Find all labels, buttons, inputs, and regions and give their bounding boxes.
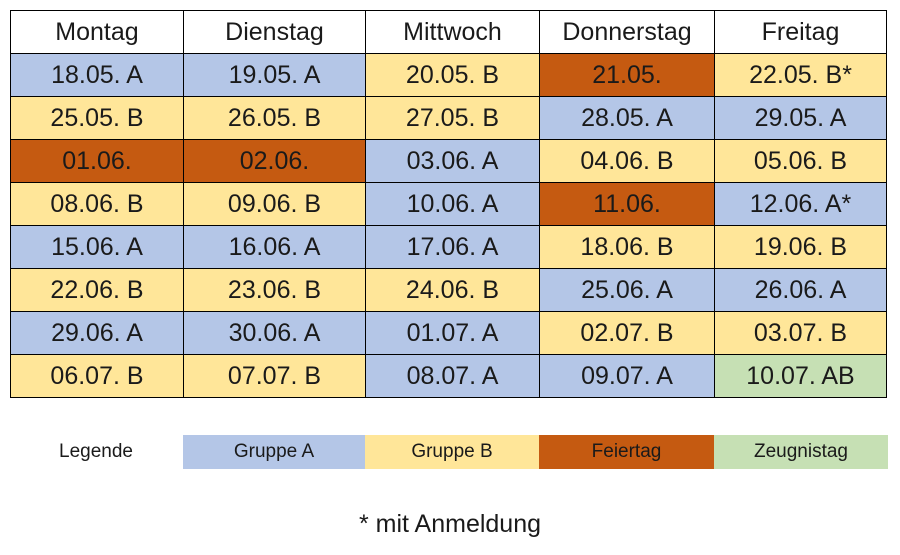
day-cell: 01.06.	[10, 139, 184, 183]
table-row: 06.07. B 07.07. B 08.07. A 09.07. A 10.07. A…	[10, 354, 887, 398]
day-cell: 21.05.	[539, 53, 715, 97]
day-cell: 25.06. A	[539, 268, 715, 312]
day-cell: 19.06. B	[714, 225, 887, 269]
day-cell: 30.06. A	[183, 311, 366, 355]
day-cell: 02.06.	[183, 139, 366, 183]
weekday-header-donnerstag: Donnerstag	[539, 10, 715, 54]
table-row: 29.06. A 30.06. A 01.07. A 02.07. B 03.07. B	[10, 311, 887, 355]
day-cell: 02.07. B	[539, 311, 715, 355]
day-cell: 22.06. B	[10, 268, 184, 312]
day-cell: 26.05. B	[183, 96, 366, 140]
weekday-header-dienstag: Dienstag	[183, 10, 366, 54]
table-row: 25.05. B 26.05. B 27.05. B 28.05. A 29.05. A	[10, 96, 887, 140]
day-cell: 18.06. B	[539, 225, 715, 269]
day-cell: 06.07. B	[10, 354, 184, 398]
weekday-header-mittwoch: Mittwoch	[365, 10, 540, 54]
legend-item-gruppe-a: Gruppe A	[183, 435, 365, 469]
schedule-body: 18.05. A 19.05. A 20.05. B 21.05. 22.05. B* 2…	[10, 53, 887, 398]
day-cell: 01.07. A	[365, 311, 540, 355]
day-cell: 16.06. A	[183, 225, 366, 269]
day-cell: 15.06. A	[10, 225, 184, 269]
header-row: Montag Dienstag Mittwoch Donnerstag Frei…	[10, 10, 887, 54]
table-row: 15.06. A 16.06. A 17.06. A 18.06. B 19.06. B	[10, 225, 887, 269]
day-cell: 08.06. B	[10, 182, 184, 226]
weekday-header-montag: Montag	[10, 10, 184, 54]
day-cell: 28.05. A	[539, 96, 715, 140]
day-cell: 04.06. B	[539, 139, 715, 183]
day-cell: 23.06. B	[183, 268, 366, 312]
legend-item-feiertag: Feiertag	[539, 435, 714, 469]
legend-item-gruppe-b: Gruppe B	[365, 435, 539, 469]
legend-item-zeugnistag: Zeugnistag	[714, 435, 888, 469]
day-cell: 09.07. A	[539, 354, 715, 398]
footnote: * mit Anmeldung	[358, 510, 542, 538]
day-cell: 11.06.	[539, 182, 715, 226]
day-cell: 07.07. B	[183, 354, 366, 398]
table-row: 01.06. 02.06. 03.06. A 04.06. B 05.06. B	[10, 139, 887, 183]
day-cell: 18.05. A	[10, 53, 184, 97]
day-cell: 03.06. A	[365, 139, 540, 183]
schedule-table: Montag Dienstag Mittwoch Donnerstag Frei…	[10, 10, 887, 398]
day-cell: 10.07. AB	[714, 354, 887, 398]
legend-title: Legende	[59, 441, 133, 462]
day-cell: 10.06. A	[365, 182, 540, 226]
weekday-header-freitag: Freitag	[714, 10, 887, 54]
day-cell: 29.05. A	[714, 96, 887, 140]
day-cell: 25.05. B	[10, 96, 184, 140]
day-cell: 03.07. B	[714, 311, 887, 355]
day-cell: 17.06. A	[365, 225, 540, 269]
day-cell: 26.06. A	[714, 268, 887, 312]
day-cell: 19.05. A	[183, 53, 366, 97]
day-cell: 24.06. B	[365, 268, 540, 312]
day-cell: 29.06. A	[10, 311, 184, 355]
day-cell: 27.05. B	[365, 96, 540, 140]
table-row: 18.05. A 19.05. A 20.05. B 21.05. 22.05. B*	[10, 53, 887, 97]
table-row: 08.06. B 09.06. B 10.06. A 11.06. 12.06. A*	[10, 182, 887, 226]
day-cell: 05.06. B	[714, 139, 887, 183]
day-cell: 12.06. A*	[714, 182, 887, 226]
day-cell: 22.05. B*	[714, 53, 887, 97]
table-row: 22.06. B 23.06. B 24.06. B 25.06. A 26.06. A	[10, 268, 887, 312]
day-cell: 09.06. B	[183, 182, 366, 226]
day-cell: 20.05. B	[365, 53, 540, 97]
day-cell: 08.07. A	[365, 354, 540, 398]
legend: Legende Gruppe A Gruppe B Feiertag Zeugn…	[0, 435, 900, 469]
